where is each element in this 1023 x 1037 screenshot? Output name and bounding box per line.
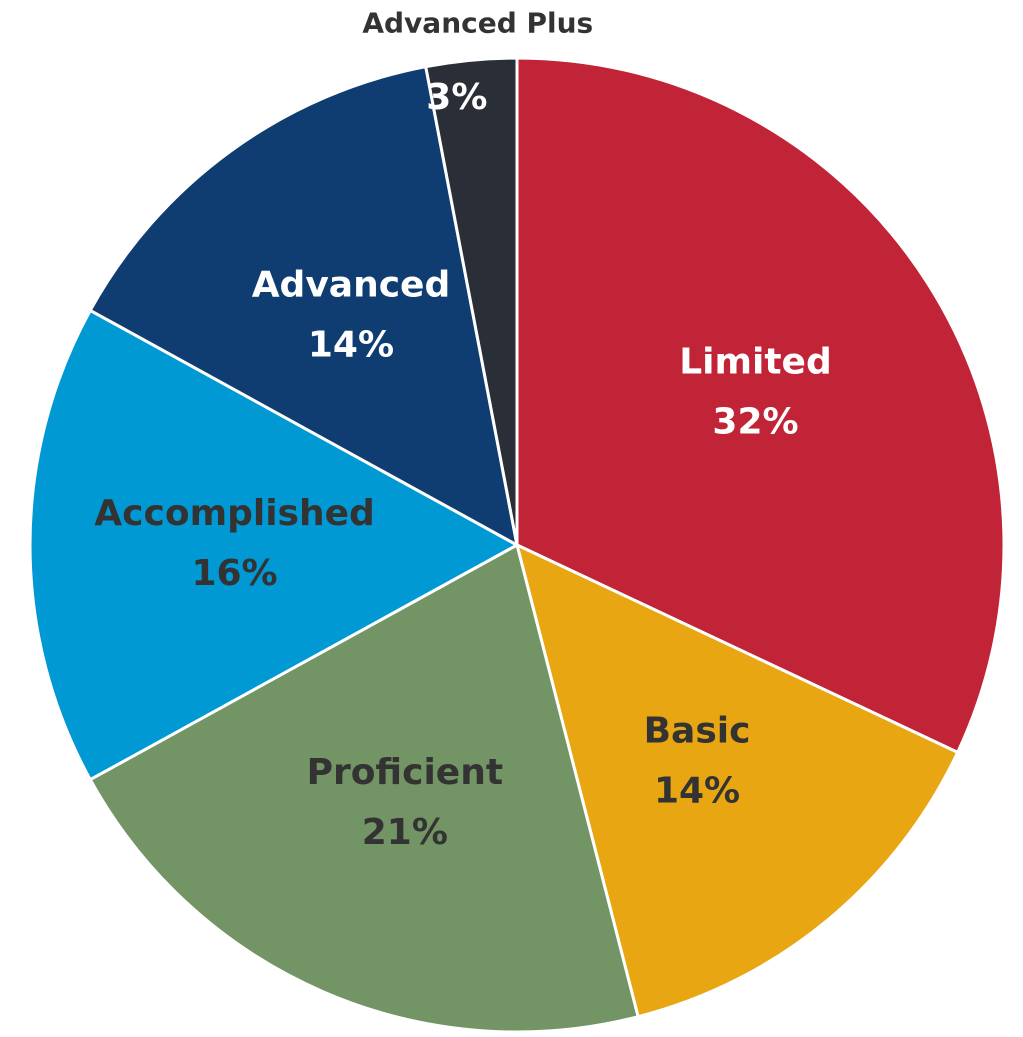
pie-slice bbox=[515, 56, 1006, 755]
pie-slice bbox=[88, 542, 640, 1034]
pie-slice bbox=[28, 308, 521, 782]
slice-value-label: 14% bbox=[654, 771, 740, 812]
pie-slice bbox=[88, 64, 520, 548]
slice-name: Advanced bbox=[252, 264, 451, 305]
slice-value-label: 16% bbox=[191, 553, 277, 594]
slice-value-label: 3% bbox=[426, 77, 487, 118]
slice-value-label: 21% bbox=[362, 812, 448, 853]
slice-name: Proficient bbox=[307, 752, 504, 793]
pie-slice bbox=[423, 56, 519, 546]
slice-value-label: 32% bbox=[712, 402, 798, 443]
slice-name: Basic bbox=[644, 711, 751, 752]
pie-slice bbox=[514, 542, 960, 1019]
slice-name: Limited bbox=[679, 342, 832, 383]
slice-value-label: 14% bbox=[308, 324, 394, 365]
slice-name: Advanced Plus bbox=[362, 6, 593, 39]
slice-name: Accomplished bbox=[94, 493, 374, 534]
